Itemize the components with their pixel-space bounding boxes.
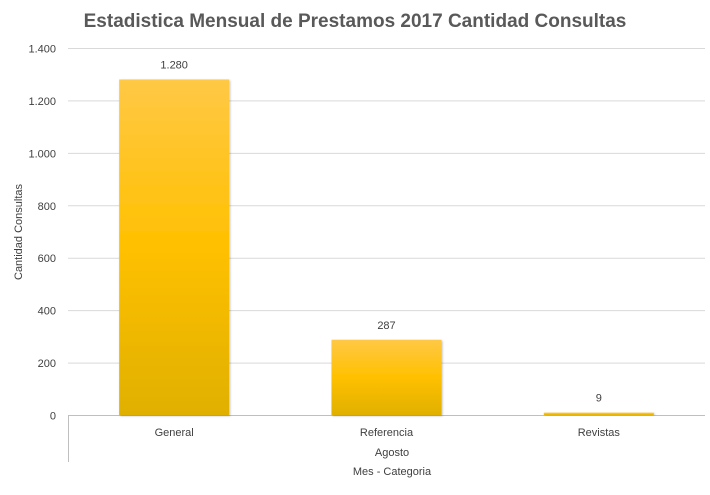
y-tick-label: 200 bbox=[38, 358, 56, 370]
y-tick-label: 0 bbox=[50, 411, 56, 423]
bar-general bbox=[119, 79, 230, 415]
data-label: 287 bbox=[377, 320, 395, 332]
x-tick-label: General bbox=[155, 427, 194, 439]
data-label: 9 bbox=[596, 393, 602, 405]
bar-referencia bbox=[331, 339, 442, 415]
group-label: Agosto bbox=[375, 447, 409, 459]
y-axis-label: Cantidad Consultas bbox=[13, 184, 25, 281]
y-tick-label: 1.000 bbox=[28, 148, 56, 160]
y-tick-label: 600 bbox=[38, 253, 56, 265]
bar-revistas bbox=[543, 412, 654, 415]
x-tick-label: Revistas bbox=[578, 427, 621, 439]
y-tick-label: 400 bbox=[38, 306, 56, 318]
y-tick-label: 1.400 bbox=[28, 44, 56, 56]
chart-title: Estadistica Mensual de Prestamos 2017 Ca… bbox=[84, 11, 627, 32]
y-tick-label: 800 bbox=[38, 201, 56, 213]
data-label: 1.280 bbox=[160, 59, 188, 71]
x-axis-label: Mes - Categoria bbox=[353, 466, 432, 478]
y-tick-label: 1.200 bbox=[28, 96, 56, 108]
x-tick-label: Referencia bbox=[360, 427, 414, 439]
